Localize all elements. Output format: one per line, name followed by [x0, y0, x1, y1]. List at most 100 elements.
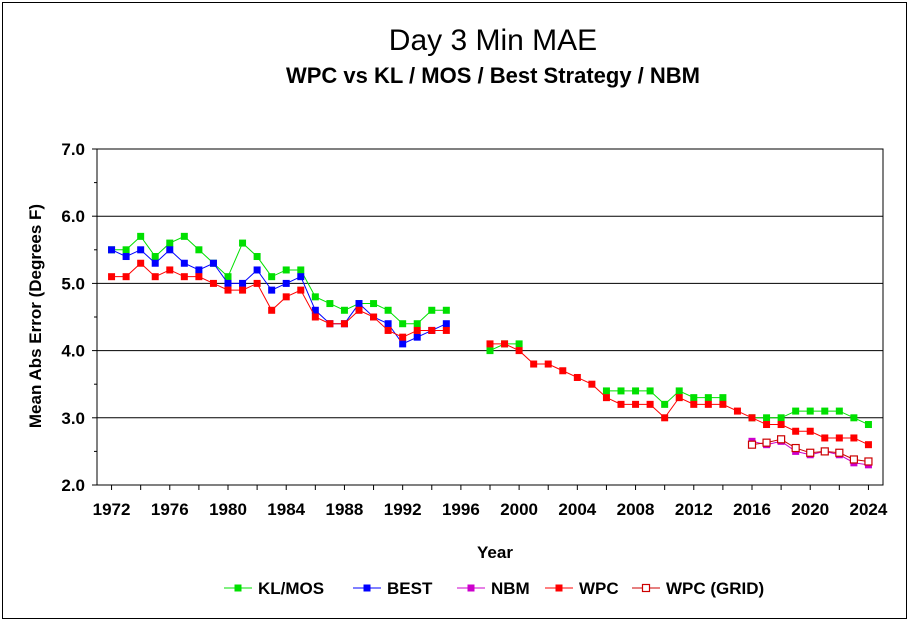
- data-point: [413, 320, 421, 328]
- data-point: [428, 306, 436, 314]
- data-point: [762, 438, 771, 447]
- data-point: [355, 306, 363, 314]
- data-point: [501, 340, 509, 348]
- data-point: [268, 286, 276, 294]
- data-point: [792, 427, 800, 435]
- x-tick-label: 2020: [791, 500, 829, 519]
- data-point: [311, 306, 319, 314]
- data-point: [166, 239, 174, 247]
- data-point: [268, 306, 276, 314]
- series-wpc-grid: [747, 435, 873, 466]
- data-point: [675, 387, 683, 395]
- legend-label: BEST: [387, 579, 433, 598]
- data-point: [180, 232, 188, 240]
- data-point: [602, 387, 610, 395]
- data-point: [297, 266, 305, 274]
- x-tick-label: 2004: [558, 500, 596, 519]
- x-tick-label: 2008: [617, 500, 655, 519]
- data-point: [180, 259, 188, 267]
- data-point: [253, 279, 261, 287]
- data-point: [806, 407, 814, 415]
- data-point: [806, 427, 814, 435]
- data-point: [835, 407, 843, 415]
- data-point: [340, 320, 348, 328]
- data-point: [268, 273, 276, 281]
- data-point: [209, 279, 217, 287]
- data-point: [151, 253, 159, 261]
- data-point: [239, 286, 247, 294]
- data-point: [166, 246, 174, 254]
- data-point: [384, 320, 392, 328]
- data-point: [588, 380, 596, 388]
- x-tick-label: 2012: [675, 500, 713, 519]
- legend-marker: [641, 583, 651, 593]
- y-axis-label: Mean Abs Error (Degrees F): [26, 204, 45, 428]
- x-tick-label: 2016: [733, 500, 771, 519]
- plot-border: [96, 148, 884, 486]
- data-point: [151, 273, 159, 281]
- data-point: [442, 320, 450, 328]
- data-point: [311, 313, 319, 321]
- data-point: [602, 394, 610, 402]
- x-axis-ticks: 1972 1976 1980 1984 1988 1992 1996 2000 2004 2008…: [93, 485, 888, 519]
- legend-marker: [234, 584, 242, 592]
- data-point: [239, 239, 247, 247]
- data-point: [617, 387, 625, 395]
- data-point: [791, 443, 800, 453]
- data-point: [122, 246, 130, 254]
- data-point: [690, 400, 698, 408]
- data-point: [646, 387, 654, 395]
- data-point: [209, 259, 217, 267]
- plot-area: [96, 148, 884, 486]
- data-point: [763, 414, 771, 422]
- data-point: [180, 273, 188, 281]
- data-point: [632, 387, 640, 395]
- legend-item-nbm: NBM: [457, 579, 530, 598]
- legend-item-kl-mos: KL/MOS: [224, 579, 324, 598]
- data-point: [835, 434, 843, 442]
- data-point: [166, 266, 174, 274]
- data-point: [340, 306, 348, 314]
- data-point: [239, 279, 247, 287]
- data-point: [515, 347, 523, 355]
- data-point: [777, 421, 785, 429]
- x-tick-label: 1988: [326, 500, 364, 519]
- data-point: [428, 326, 436, 334]
- data-point: [646, 400, 654, 408]
- data-point: [661, 400, 669, 408]
- data-point: [442, 306, 450, 314]
- data-point: [384, 326, 392, 334]
- data-point: [370, 313, 378, 321]
- data-point: [486, 347, 494, 355]
- data-point: [297, 286, 305, 294]
- data-point: [108, 273, 116, 281]
- data-point: [850, 414, 858, 422]
- data-point: [384, 306, 392, 314]
- y-tick-label: 3.0: [61, 409, 85, 428]
- y-tick-label: 5.0: [61, 274, 85, 293]
- y-tick-label: 4.0: [61, 342, 85, 361]
- data-point: [820, 447, 829, 456]
- legend-item-best: BEST: [353, 579, 433, 598]
- data-point: [821, 434, 829, 442]
- legend-marker: [555, 584, 563, 592]
- series-layer: [108, 232, 873, 469]
- x-tick-label: 1984: [267, 500, 305, 519]
- data-point: [777, 435, 786, 444]
- data-point: [792, 407, 800, 415]
- y-axis-ticks: 2.0 3.0 4.0 5.0 6.0 7.0: [61, 140, 97, 495]
- data-point: [282, 266, 290, 274]
- chart-subtitle: WPC vs KL / MOS / Best Strategy / NBM: [286, 63, 700, 88]
- data-point: [806, 448, 815, 457]
- data-point: [370, 300, 378, 308]
- data-point: [777, 414, 785, 422]
- x-tick-label: 2024: [850, 500, 888, 519]
- data-point: [399, 333, 407, 341]
- data-point: [690, 394, 698, 402]
- legend-label: WPC: [579, 579, 619, 598]
- data-point: [559, 367, 567, 375]
- data-point: [326, 300, 334, 308]
- data-point: [748, 414, 756, 422]
- data-point: [195, 266, 203, 274]
